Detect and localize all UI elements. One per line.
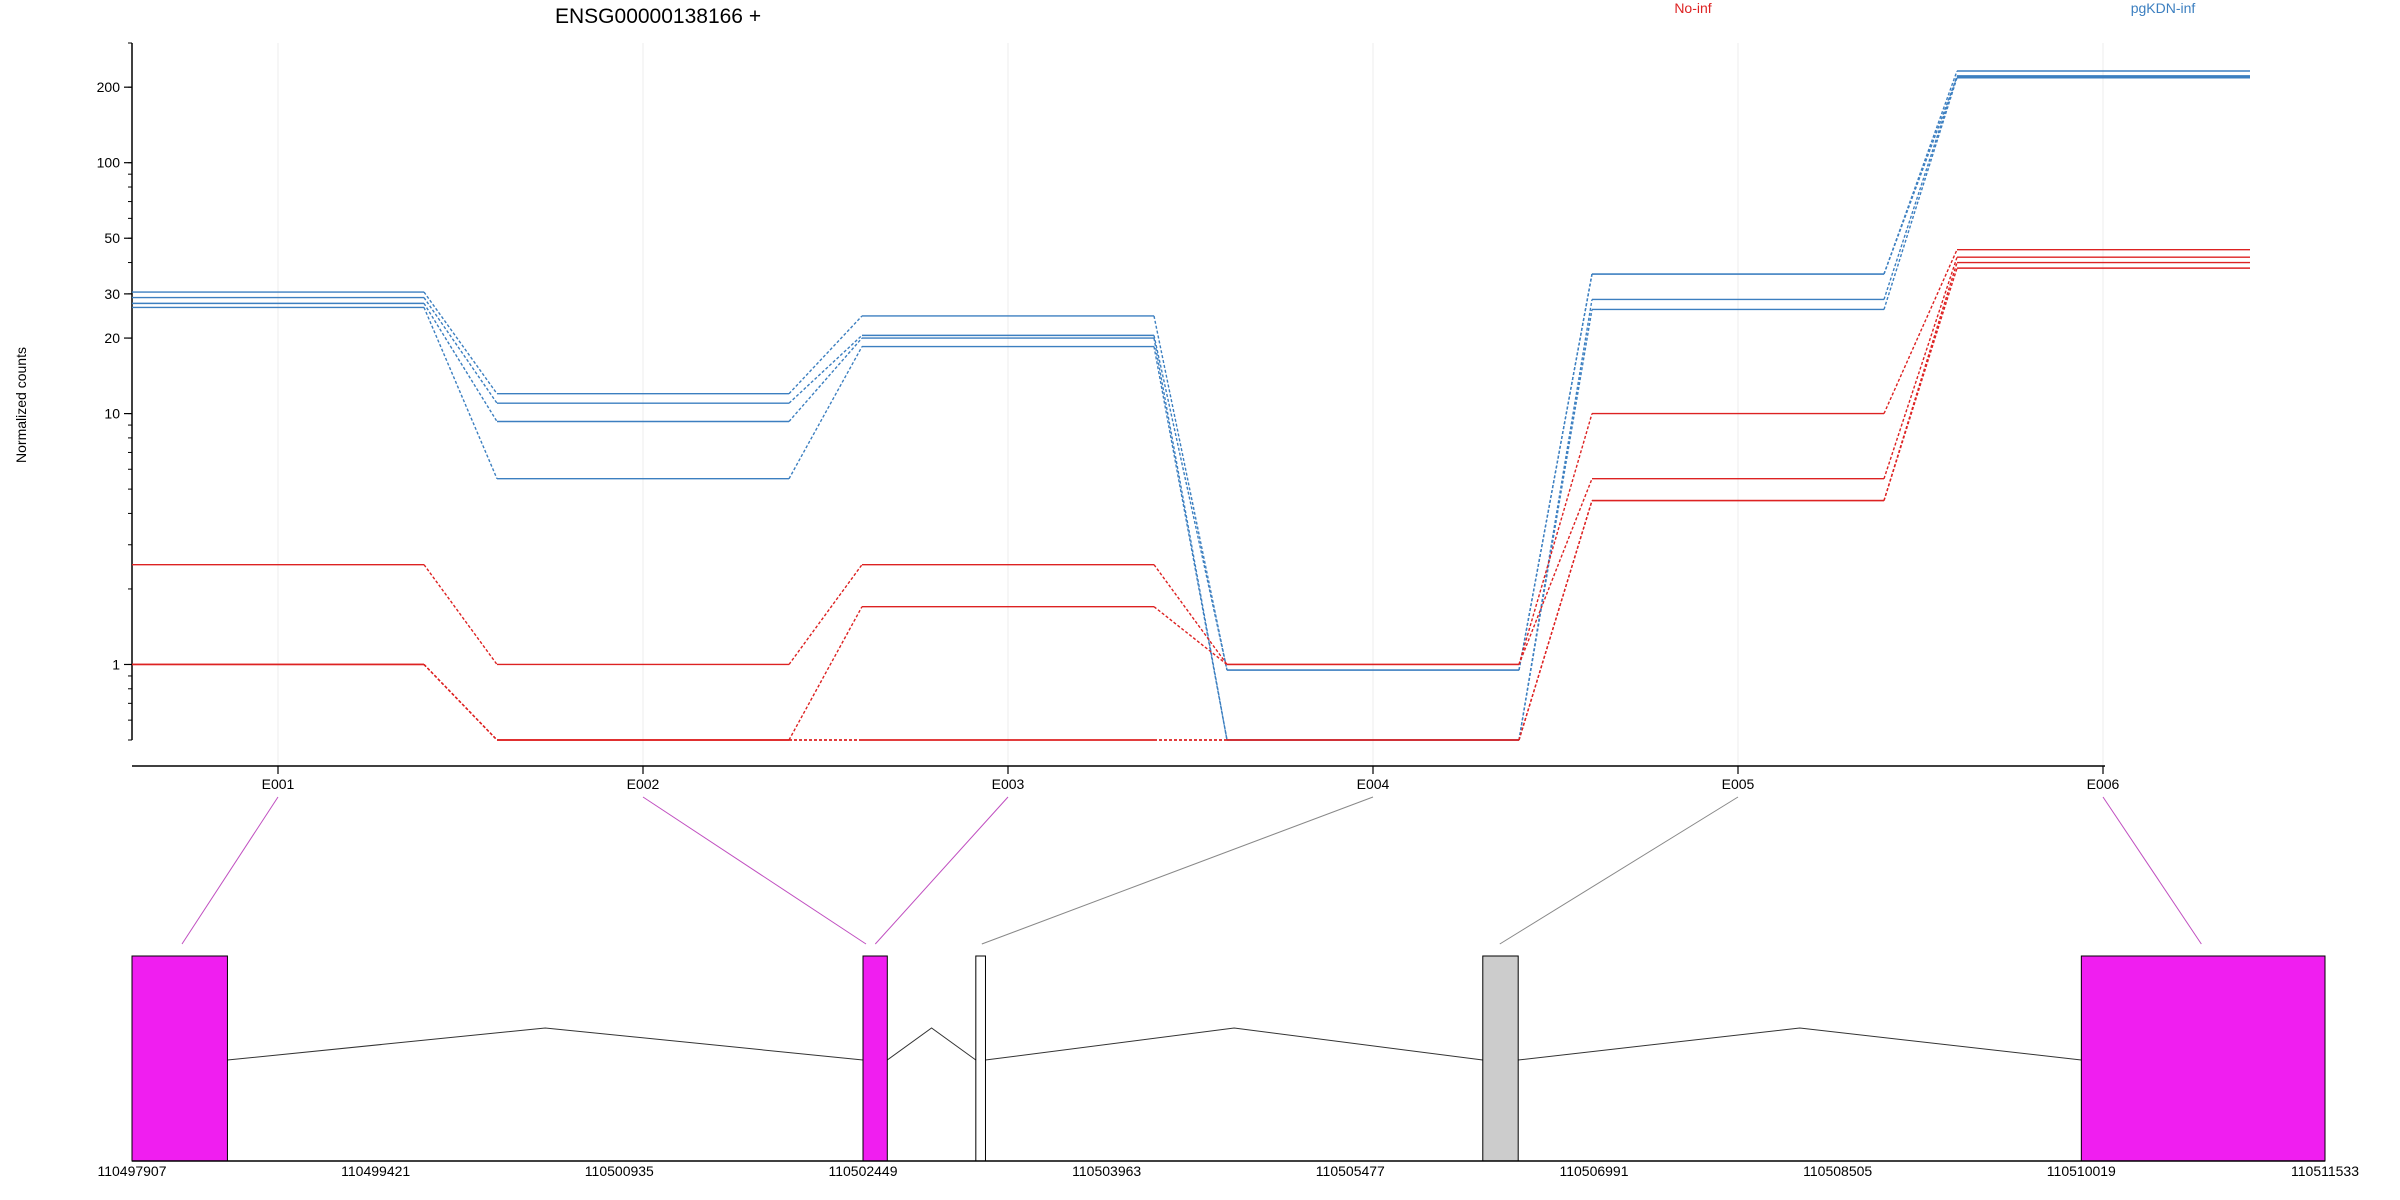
genomic-coordinate-label: 110510019 xyxy=(2047,1163,2116,1179)
genomic-coordinate-label: 110508505 xyxy=(1803,1163,1872,1179)
y-tick-label-50: 50 xyxy=(104,230,120,246)
x-tick-label-e003: E003 xyxy=(992,776,1025,792)
y-tick-label-100: 100 xyxy=(97,155,121,171)
exon-link-e004 xyxy=(981,796,1374,945)
series-connector xyxy=(1518,500,1593,741)
exon-box-4 xyxy=(1482,955,1519,1162)
series-no-inf-5 xyxy=(132,249,2250,666)
series-connector xyxy=(1518,478,1593,665)
exon-link-e003 xyxy=(874,796,1009,945)
intron-1 xyxy=(227,1027,864,1061)
genomic-coordinate-label: 110497907 xyxy=(97,1163,166,1179)
x-tick-label-e006: E006 xyxy=(2087,776,2120,792)
series-connector xyxy=(1883,75,1958,300)
series-connector xyxy=(788,315,863,395)
series-connector xyxy=(1518,299,1593,741)
series-connector xyxy=(423,663,498,741)
y-tick-label-10: 10 xyxy=(104,406,120,422)
exon-link-e005 xyxy=(1499,796,1739,945)
series-pgkdn-inf-4 xyxy=(132,77,2250,741)
series-connector xyxy=(1153,346,1228,741)
intron-4 xyxy=(1518,1027,2082,1061)
y-tick-label-20: 20 xyxy=(104,330,120,346)
series-connector xyxy=(1883,267,1958,501)
series-connector xyxy=(1153,337,1228,741)
series-connector xyxy=(1153,315,1228,671)
series-connector xyxy=(788,564,863,665)
series-connector xyxy=(788,606,863,741)
y-tick-label-1: 1 xyxy=(112,656,120,672)
x-tick-label-e001: E001 xyxy=(262,776,295,792)
series-connector xyxy=(1883,76,1958,275)
intron-2 xyxy=(887,1027,977,1061)
y-tick-label-200: 200 xyxy=(97,79,121,95)
series-connector xyxy=(788,346,863,480)
exon-box-2 xyxy=(862,955,888,1162)
series-connector xyxy=(1883,257,1958,479)
series-connector xyxy=(788,337,863,422)
chart-title: ENSG00000138166 + xyxy=(555,5,761,28)
legend-label-no-inf: No-inf xyxy=(1674,0,1711,16)
exon-link-e006 xyxy=(2102,796,2202,945)
exon-link-e001 xyxy=(181,796,279,945)
series-connector xyxy=(423,564,498,665)
series-no-inf-8 xyxy=(132,267,2250,741)
series-connector xyxy=(423,302,498,422)
x-tick-label-e004: E004 xyxy=(1357,776,1390,792)
genomic-coordinate-label: 110511533 xyxy=(2291,1163,2359,1179)
legend-label-pgkdn-inf: pgKDN-inf xyxy=(2131,0,2196,16)
genomic-coordinate-label: 110503963 xyxy=(1072,1163,1141,1179)
intron-3 xyxy=(985,1027,1483,1061)
exon-box-3 xyxy=(975,955,986,1162)
series-pgkdn-inf-2 xyxy=(132,76,2250,671)
series-pgkdn-inf-1 xyxy=(132,70,2250,671)
exon-link-e002 xyxy=(642,796,867,945)
series-pgkdn-inf-3 xyxy=(132,75,2250,741)
genomic-coordinate-label: 110502449 xyxy=(828,1163,897,1179)
gene-model: 110497907 110499421 110500935 110502449 1105… xyxy=(97,796,2359,1179)
series-connector xyxy=(1518,413,1593,665)
series-connector xyxy=(423,291,498,395)
genomic-coordinate-label: 110505477 xyxy=(1316,1163,1385,1179)
series-connector xyxy=(1518,273,1593,671)
series-lines xyxy=(132,70,2250,741)
series-connector xyxy=(1153,606,1228,666)
y-axis-label: Normalized counts xyxy=(13,347,29,463)
series-connector xyxy=(1518,309,1593,741)
y-tick-label-30: 30 xyxy=(104,286,120,302)
series-connector xyxy=(1883,77,1958,310)
series-connector xyxy=(1153,335,1228,671)
series-connector xyxy=(423,297,498,404)
series-connector xyxy=(423,307,498,480)
series-connector xyxy=(788,334,863,404)
genomic-coordinate-label: 110499421 xyxy=(341,1163,410,1179)
x-tick-label-e005: E005 xyxy=(1722,776,1755,792)
series-connector xyxy=(1153,564,1228,665)
axes: 1 10 20 30 50 100 200 E001 E002 E003 E004 E005 E006 xyxy=(97,42,2120,792)
genomic-coordinate-label: 110506991 xyxy=(1559,1163,1628,1179)
gridlines xyxy=(277,43,2104,766)
x-tick-label-e002: E002 xyxy=(627,776,660,792)
genomic-coordinate-label: 110500935 xyxy=(585,1163,654,1179)
exon-box-1 xyxy=(131,955,228,1162)
exon-box-5 xyxy=(2080,955,2326,1162)
